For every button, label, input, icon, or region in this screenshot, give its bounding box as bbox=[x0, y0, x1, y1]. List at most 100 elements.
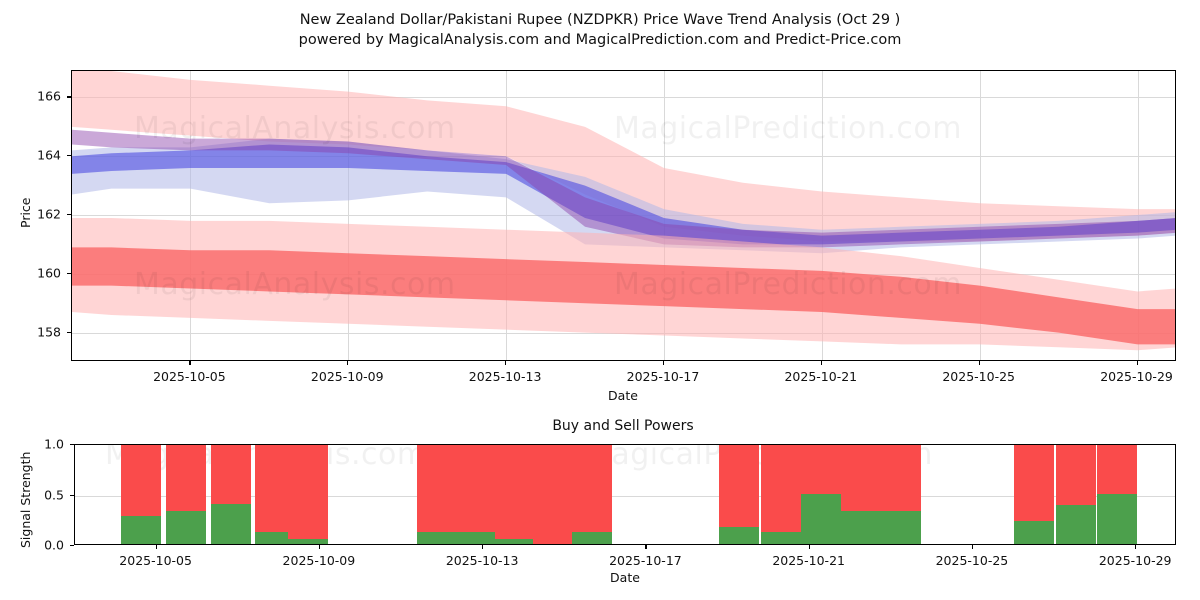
buy-power-segment bbox=[288, 538, 328, 544]
sell-power-segment bbox=[881, 445, 921, 511]
powers-bar[interactable] bbox=[417, 445, 457, 544]
powers-ytick-mark bbox=[70, 444, 74, 446]
powers-bar[interactable] bbox=[288, 445, 328, 544]
sell-power-segment bbox=[456, 445, 496, 532]
price-wave-bands bbox=[72, 71, 1175, 351]
price-gridline-vertical bbox=[190, 71, 192, 360]
powers-xtick-mark bbox=[971, 545, 974, 549]
price-xtick-mark bbox=[820, 361, 822, 365]
sell-power-segment bbox=[1056, 445, 1096, 505]
buy-power-segment bbox=[495, 538, 535, 544]
powers-ytick-mark bbox=[70, 545, 74, 547]
buy-power-segment bbox=[417, 531, 457, 544]
buy-power-segment bbox=[166, 510, 206, 544]
buy-sell-powers-title: Buy and Sell Powers bbox=[552, 418, 694, 434]
sell-power-segment bbox=[1014, 445, 1054, 521]
price-ytick-label: 158 bbox=[37, 324, 61, 340]
powers-bar[interactable] bbox=[841, 445, 881, 544]
signal-strength-axis-label: Signal Strength bbox=[18, 451, 33, 548]
price-gridline-vertical bbox=[506, 71, 508, 360]
powers-xtick-mark bbox=[482, 545, 484, 549]
powers-xtick-mark bbox=[645, 545, 647, 549]
powers-bar[interactable] bbox=[572, 445, 612, 544]
sell-power-segment bbox=[841, 445, 881, 511]
powers-ytick-mark bbox=[70, 494, 74, 496]
powers-bar[interactable] bbox=[121, 445, 161, 544]
price-ytick-mark bbox=[67, 214, 71, 216]
price-xtick-mark bbox=[1136, 361, 1138, 365]
price-axis-label: Price bbox=[18, 197, 33, 229]
chart-title-block: New Zealand Dollar/Pakistani Rupee (NZDP… bbox=[0, 10, 1200, 50]
sell-power-segment bbox=[495, 445, 535, 539]
price-ytick-mark bbox=[67, 96, 71, 98]
price-xtick-label: 2025-10-13 bbox=[468, 369, 542, 384]
powers-bar[interactable] bbox=[1097, 445, 1137, 544]
powers-xtick-mark bbox=[808, 545, 810, 549]
price-xtick-mark bbox=[347, 361, 349, 365]
sell-power-segment bbox=[121, 445, 161, 516]
buy-power-segment bbox=[1014, 520, 1054, 544]
sell-power-segment bbox=[417, 445, 457, 532]
buy-power-segment bbox=[841, 510, 881, 544]
buy-power-segment bbox=[1097, 493, 1137, 544]
powers-xtick-mark bbox=[318, 545, 321, 549]
price-xtick-label: 2025-10-25 bbox=[942, 369, 1015, 384]
wave-band-lower-support-band-core bbox=[72, 247, 1175, 345]
powers-xtick-label: 2025-10-21 bbox=[772, 553, 845, 568]
price-xtick-mark bbox=[189, 361, 191, 365]
powers-bar[interactable] bbox=[211, 445, 251, 544]
powers-bar[interactable] bbox=[533, 445, 573, 544]
powers-xtick-mark bbox=[1135, 545, 1137, 549]
powers-ytick-label: 1.0 bbox=[44, 436, 64, 452]
powers-bar[interactable] bbox=[881, 445, 921, 544]
powers-bar[interactable] bbox=[761, 445, 801, 544]
sell-power-segment bbox=[166, 445, 206, 511]
buy-power-segment bbox=[255, 531, 295, 544]
price-ytick-label: 160 bbox=[37, 265, 61, 281]
powers-bar[interactable] bbox=[1056, 445, 1096, 544]
powers-date-axis-label: Date bbox=[610, 570, 640, 585]
price-xtick-label: 2025-10-21 bbox=[784, 369, 858, 384]
powers-xtick-label: 2025-10-05 bbox=[119, 553, 192, 568]
price-date-axis-label: Date bbox=[608, 388, 638, 403]
price-xtick-mark bbox=[505, 361, 507, 365]
sell-power-segment bbox=[288, 445, 328, 539]
price-gridline bbox=[72, 97, 1175, 99]
powers-bar[interactable] bbox=[719, 445, 759, 544]
price-xtick-mark bbox=[662, 361, 665, 365]
buy-sell-powers-plot: MagicalAnalysis.comMagicalPrediction.com bbox=[74, 444, 1176, 545]
wave-band-blue-wave-core bbox=[72, 144, 1175, 245]
powers-bar[interactable] bbox=[166, 445, 206, 544]
price-ytick-label: 166 bbox=[37, 88, 61, 104]
powers-xtick-label: 2025-10-13 bbox=[445, 553, 519, 568]
powers-ytick-label: 0.5 bbox=[44, 487, 64, 502]
powers-xtick-mark bbox=[155, 545, 157, 549]
price-xtick-label: 2025-10-17 bbox=[626, 369, 700, 384]
price-ytick-label: 164 bbox=[37, 147, 61, 163]
price-gridline-vertical bbox=[348, 71, 350, 360]
buy-power-segment bbox=[121, 515, 161, 544]
powers-bar[interactable] bbox=[1014, 445, 1054, 544]
wave-band-purple-overlap-band bbox=[72, 129, 1175, 248]
buy-power-segment bbox=[719, 526, 759, 544]
powers-xtick-label: 2025-10-17 bbox=[609, 553, 682, 568]
price-wave-plot: MagicalAnalysis.comMagicalPrediction.com… bbox=[71, 70, 1176, 361]
page-title-line-2: powered by MagicalAnalysis.com and Magic… bbox=[298, 32, 902, 48]
price-ytick-mark bbox=[67, 272, 71, 274]
powers-bar[interactable] bbox=[495, 445, 535, 544]
wave-band-upper-resistance-band bbox=[72, 71, 1175, 242]
sell-power-segment bbox=[572, 445, 612, 532]
buy-power-segment bbox=[761, 531, 801, 544]
price-xtick-label: 2025-10-05 bbox=[153, 369, 226, 384]
page-title-line-1: New Zealand Dollar/Pakistani Rupee (NZDP… bbox=[299, 12, 901, 28]
price-ytick-mark bbox=[67, 331, 71, 333]
sell-power-segment bbox=[761, 445, 801, 532]
price-xtick-label: 2025-10-29 bbox=[1100, 369, 1173, 384]
price-ytick-label: 162 bbox=[37, 206, 61, 222]
buy-power-segment bbox=[456, 531, 496, 544]
powers-bar[interactable] bbox=[801, 445, 841, 544]
buy-power-segment bbox=[881, 510, 921, 544]
powers-bar[interactable] bbox=[456, 445, 496, 544]
buy-power-segment bbox=[572, 531, 612, 544]
